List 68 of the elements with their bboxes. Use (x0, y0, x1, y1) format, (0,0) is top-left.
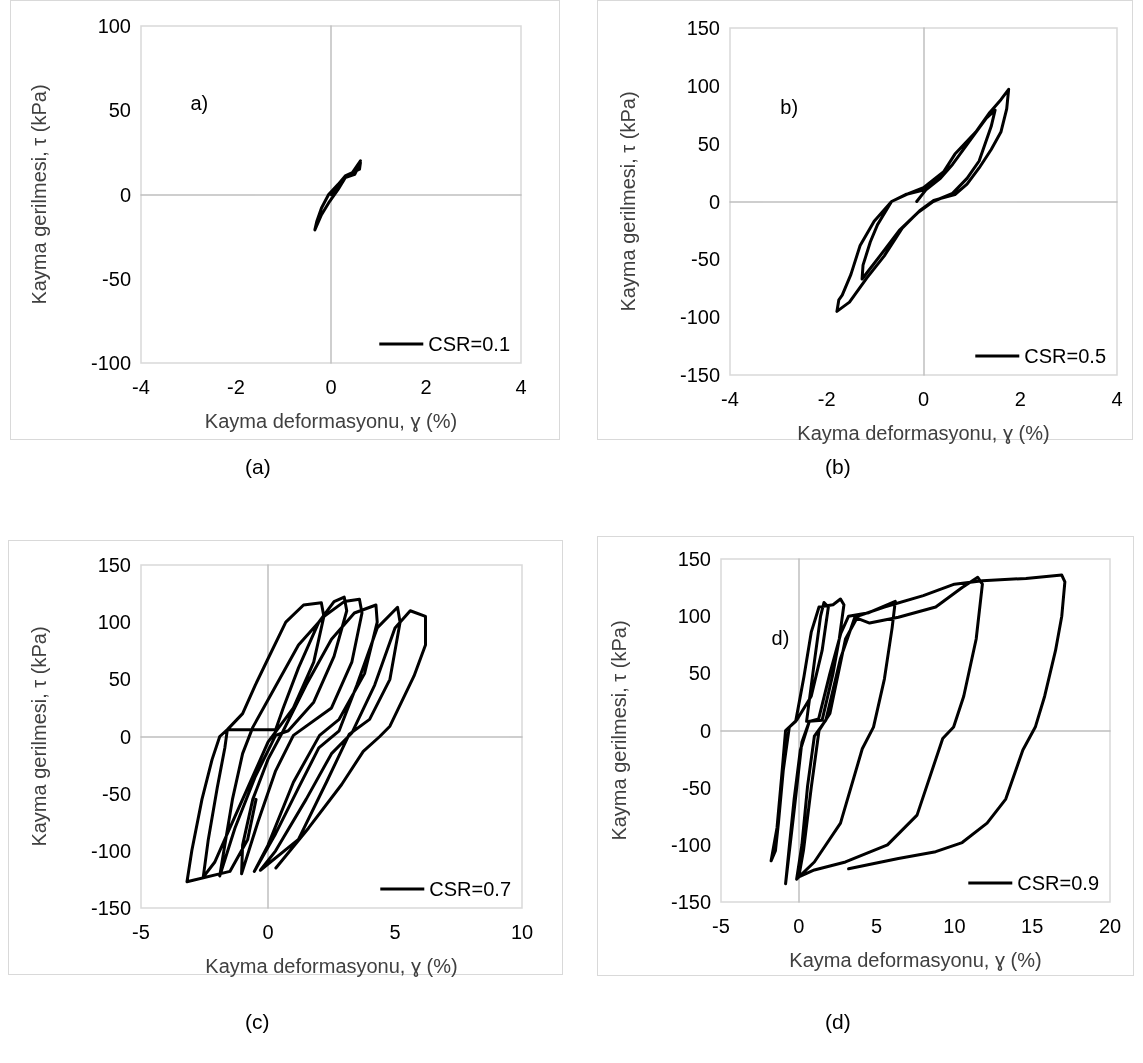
y-axis-title: Kayma gerilmesi, τ (kPa) (617, 91, 639, 312)
text: (d) (825, 1010, 851, 1033)
x-tick-label: -5 (132, 921, 150, 943)
annotation: b) (780, 96, 799, 119)
y-tick-label: 0 (119, 725, 131, 748)
x-tick-label: 2 (420, 376, 432, 398)
y-tick-label: 0 (119, 183, 131, 206)
x-tick-label: 0 (262, 921, 274, 943)
x-tick-label: 4 (1111, 388, 1123, 410)
x-tick-label: -5 (712, 915, 730, 937)
x-tick-label: 0 (917, 388, 930, 410)
line-series (185, 595, 427, 884)
x-axis-title: Kayma deformasyonu, ɣ (%) (205, 955, 458, 977)
x-tick-label: -2 (817, 388, 836, 410)
line-series (835, 87, 1011, 313)
y-tick-label: 50 (697, 132, 720, 155)
line-series (313, 159, 362, 232)
x-axis-title: Kayma deformasyonu, ɣ (%) (204, 410, 458, 432)
y-tick-label: 100 (97, 15, 131, 37)
x-tick-label: 5 (871, 915, 883, 937)
annotation: d) (771, 626, 790, 649)
y-axis-title: Kayma gerilmesi, τ (kPa) (28, 626, 50, 847)
y-tick-label: -50 (691, 248, 720, 271)
x-tick-label: 10 (943, 915, 966, 937)
x-tick-label: -4 (132, 376, 150, 398)
x-tick-label: 15 (1021, 915, 1044, 937)
y-tick-label: 150 (677, 548, 711, 570)
x-axis-title: Kayma deformasyonu, ɣ (%) (797, 422, 1050, 444)
x-tick-label: 20 (1098, 915, 1122, 937)
x-tick-label: -2 (227, 376, 245, 398)
text: (a) (245, 455, 271, 478)
legend-label: CSR=0.9 (1017, 872, 1100, 894)
x-tick-label: -4 (721, 388, 739, 410)
y-tick-label: 50 (108, 668, 131, 691)
x-tick-label: 10 (510, 921, 534, 943)
y-tick-label: 150 (97, 554, 131, 576)
x-tick-label: 5 (389, 921, 401, 943)
y-tick-label: -100 (90, 352, 131, 374)
y-tick-label: -150 (670, 891, 711, 913)
y-tick-label: -100 (90, 839, 131, 862)
text: (c) (245, 1010, 270, 1033)
y-tick-label: 50 (108, 99, 131, 122)
y-axis-title: Kayma gerilmesi, τ (kPa) (608, 620, 630, 841)
y-tick-label: 50 (688, 662, 711, 685)
y-tick-label: -150 (90, 897, 131, 919)
x-axis-title: Kayma deformasyonu, ɣ (%) (789, 949, 1042, 971)
y-tick-label: 100 (97, 611, 131, 634)
y-tick-label: 0 (708, 190, 720, 213)
x-tick-label: 4 (515, 376, 527, 398)
y-tick-label: 100 (677, 605, 711, 628)
legend-label: CSR=0.5 (1024, 345, 1107, 367)
x-tick-label: 0 (325, 376, 337, 398)
y-tick-label: -100 (670, 833, 711, 856)
y-tick-label: -50 (102, 267, 131, 290)
x-tick-label: 0 (793, 915, 805, 937)
y-tick-label: -100 (679, 306, 720, 329)
y-tick-label: 100 (686, 74, 720, 97)
legend-label: CSR=0.7 (429, 878, 512, 900)
y-tick-label: -150 (679, 364, 720, 386)
y-tick-label: -50 (682, 776, 711, 799)
text: (b) (825, 455, 851, 478)
y-tick-label: -50 (102, 782, 131, 805)
y-tick-label: 150 (686, 17, 720, 39)
y-axis-title: Kayma gerilmesi, τ (kPa) (28, 84, 50, 305)
x-tick-label: 2 (1014, 388, 1026, 410)
y-tick-label: 0 (699, 719, 711, 742)
legend-label: CSR=0.1 (428, 333, 511, 355)
annotation: a) (190, 92, 209, 115)
